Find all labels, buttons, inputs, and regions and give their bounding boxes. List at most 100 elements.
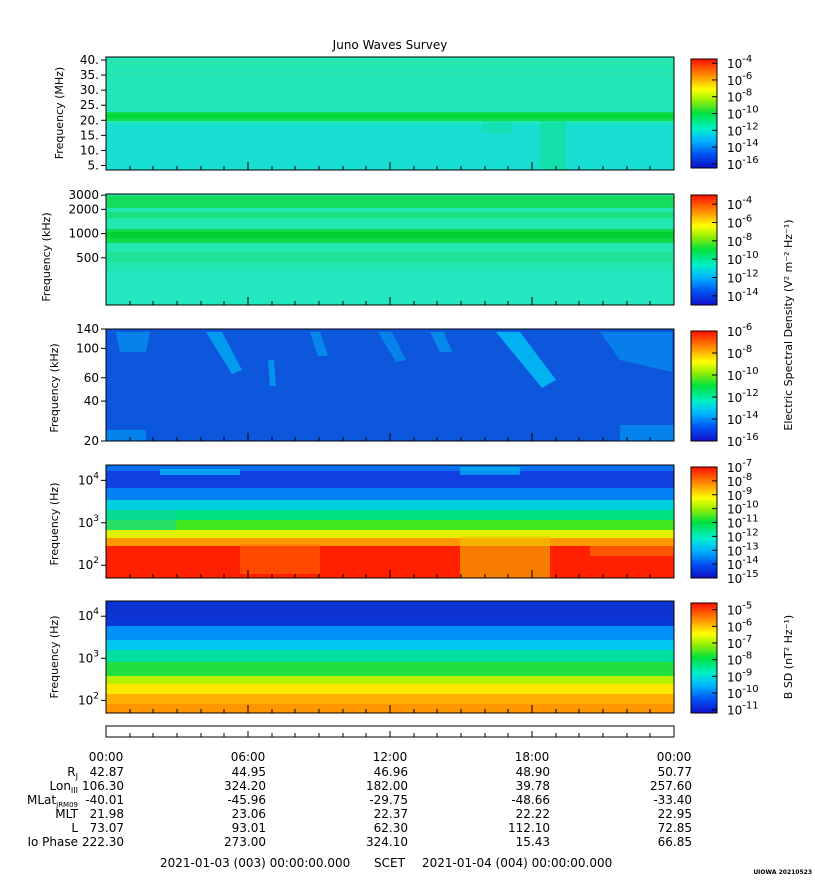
colorbar-label-electric: Electric Spectral Density (V² m⁻² Hz⁻¹): [782, 219, 795, 430]
y-tick-label: 102: [78, 691, 99, 707]
colorbar-tick-label: 10-16: [727, 432, 759, 449]
colorbar-tick-label: 10-12: [727, 388, 759, 405]
ephemeris-value: 106.30: [82, 779, 124, 793]
ephemeris-label-lon: LonIII: [50, 779, 79, 795]
colorbar-tick-label: 10-9: [727, 667, 752, 684]
colorbar-tick-label: 10-8: [727, 472, 752, 489]
colorbar-label-magnetic: B SD (nT² Hz⁻¹): [782, 615, 795, 699]
y-axis-ticks: 140 100 60 40 20: [76, 322, 106, 448]
y-tick-label: 104: [78, 607, 99, 623]
y-tick-label: 25.: [80, 98, 99, 112]
ephemeris-value: 273.00: [224, 835, 266, 849]
y-tick-label: 1000: [68, 227, 99, 241]
colorbar-tick-label: 10-10: [727, 684, 759, 701]
ephemeris-label-rj: RJ: [67, 765, 78, 781]
ephemeris-value: 48.90: [516, 765, 550, 779]
colorbar-tick-label: 10-6: [727, 617, 752, 634]
colorbar-tick-label: 10-7: [727, 634, 752, 651]
ephemeris-value: -29.75: [369, 793, 408, 807]
y-tick-label: 104: [78, 471, 99, 487]
y-tick-label: 3000: [68, 188, 99, 202]
time-tick-label: 06:00: [231, 750, 266, 764]
colorbar-tick-label: 10-15: [727, 569, 759, 586]
y-axis-label: Frequency (Hz): [48, 483, 61, 566]
spectrogram-image: [106, 57, 674, 170]
colorbar-tick-label: 10-11: [727, 701, 759, 718]
ephemeris-label-mlt: MLT: [55, 807, 78, 821]
time-range-end: 2021-01-04 (004) 00:00:00.000: [422, 856, 612, 870]
colorbar-ticks: 10-6 10-8 10-10 10-12 10-14 10-16: [712, 322, 759, 449]
colorbar-tick-label: 10-13: [727, 541, 759, 558]
time-tick-label: 00:00: [89, 750, 124, 764]
colorbar-tick-label: 10-8: [727, 344, 752, 361]
ephemeris-value: -48.66: [511, 793, 550, 807]
time-tick-label: 00:00: [657, 750, 692, 764]
colorbar-tick-label: 10-14: [727, 410, 759, 427]
colorbar-tick-label: 10-4: [727, 195, 752, 212]
ephemeris-value: 257.60: [650, 779, 692, 793]
time-range-start: 2021-01-03 (003) 00:00:00.000: [160, 856, 350, 870]
y-tick-label: 103: [78, 649, 99, 665]
x-ticks: [129, 162, 651, 170]
time-axis-strip: [105, 725, 675, 738]
colorbar-3: 10-6 10-8 10-10 10-12 10-14 10-16: [690, 322, 759, 449]
colorbar-tick-label: 10-10: [727, 366, 759, 383]
ephemeris-value: 93.01: [232, 821, 266, 835]
y-tick-label: 2000: [68, 202, 99, 216]
colorbar-tick-label: 10-5: [727, 601, 752, 618]
spectrogram-image: [106, 601, 674, 713]
ephemeris-value: 62.30: [374, 821, 408, 835]
colorbar-tick-label: 10-14: [727, 555, 759, 572]
colorbar-tick-label: 10-12: [727, 527, 759, 544]
ephemeris-label-mlat: MLatJRM09: [27, 793, 78, 809]
ephemeris-value: -33.40: [653, 793, 692, 807]
time-tick-label: 12:00: [373, 750, 408, 764]
credit-stamp: UIOWA 20210523: [753, 869, 812, 876]
colorbar-tick-label: 10-8: [727, 232, 752, 249]
ephemeris-value: 324.10: [366, 835, 408, 849]
ephemeris-value: 23.06: [232, 807, 266, 821]
colorbar-tick-label: 10-14: [727, 287, 759, 304]
colorbar-tick-label: 10-6: [727, 71, 752, 88]
spectrogram-image: [106, 194, 674, 305]
x-ticks: [129, 297, 651, 305]
ephemeris-label-io-phase: Io Phase: [27, 835, 78, 849]
ephemeris-value: 44.95: [232, 765, 266, 779]
colorbar-tick-label: 10-8: [727, 651, 752, 668]
y-tick-label: 40.: [80, 53, 99, 67]
y-tick-label: 103: [78, 514, 99, 530]
y-tick-label: 40: [84, 394, 99, 408]
ephemeris-value: 46.96: [374, 765, 408, 779]
colorbar-4: 10-710-810-910-1010-1110-1210-1310-1410-…: [690, 458, 759, 586]
ephemeris-value: -45.96: [227, 793, 266, 807]
colorbar-tick-label: 10-16: [727, 155, 759, 172]
ephemeris-value: 42.87: [90, 765, 124, 779]
ephemeris-value: 50.77: [658, 765, 692, 779]
colorbar-tick-label: 10-9: [727, 486, 752, 503]
y-axis-label: Frequency (Hz): [48, 616, 61, 699]
y-tick-label: 100: [76, 341, 99, 355]
y-axis-label: Frequency (kHz): [40, 212, 53, 301]
colorbar-tick-label: 10-7: [727, 458, 752, 475]
y-axis-label: Frequency (MHz): [53, 67, 66, 159]
ephemeris-value: 72.85: [658, 821, 692, 835]
y-axis-label: Frequency (kHz): [48, 343, 61, 432]
y-axis-ticks: 104 103 102: [78, 607, 106, 707]
ephemeris-value: 324.20: [224, 779, 266, 793]
ephemeris-value: 15.43: [516, 835, 550, 849]
y-tick-label: 140: [76, 322, 99, 336]
x-ticks: [129, 433, 651, 441]
spectrogram-image: [106, 465, 674, 578]
spectrogram-image: [106, 329, 674, 441]
colorbar-tick-label: 10-10: [727, 500, 759, 517]
x-ticks: [129, 705, 651, 713]
time-tick-labels: 00:00 06:00 12:00 18:00 00:00: [89, 750, 692, 764]
